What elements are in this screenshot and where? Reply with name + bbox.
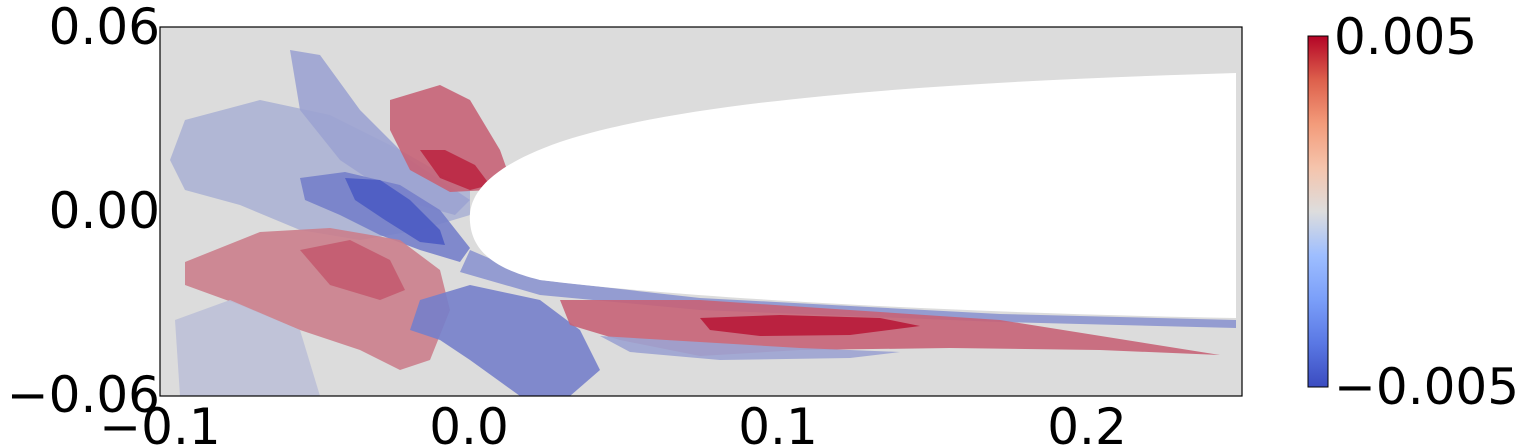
plot-area [159,26,1243,397]
y-tick-label: 0.06 [49,0,160,56]
field-region-wake-core-positive [700,315,920,336]
y-axis-ticks: 0.06 0.00 −0.06 [7,0,160,424]
colorbar-frame [1307,35,1329,388]
y-tick-label: −0.06 [7,366,160,424]
colorbar-max-label: 0.005 [1334,8,1477,66]
x-tick-label: 0.0 [429,398,509,446]
colorbar: 0.005 −0.005 [1307,8,1519,416]
field-region-leading-edge-core-negative [345,178,445,245]
plot-frame [159,26,1243,397]
x-axis-ticks: −0.1 0.0 0.1 0.2 [99,398,1126,446]
field-region-leading-edge-upper-positive [390,85,510,192]
y-tick-label: 0.00 [49,182,160,240]
field-region-leading-edge-upper-core-positive [420,150,490,190]
field-region-lower-left-light-negative [175,300,320,396]
field-region-upstream-lower-core-positive [300,240,405,300]
airfoil-body [469,73,1236,318]
x-tick-label: 0.2 [1047,398,1127,446]
x-tick-label: −0.1 [99,398,220,446]
x-tick-label: 0.1 [738,398,818,446]
colorbar-gradient [1308,36,1328,387]
field-region-lower-front-negative [410,285,600,396]
field-region-wake-lower-negative-strip [600,336,900,360]
field-layer [170,50,1236,396]
colorbar-min-label: −0.005 [1334,358,1519,416]
